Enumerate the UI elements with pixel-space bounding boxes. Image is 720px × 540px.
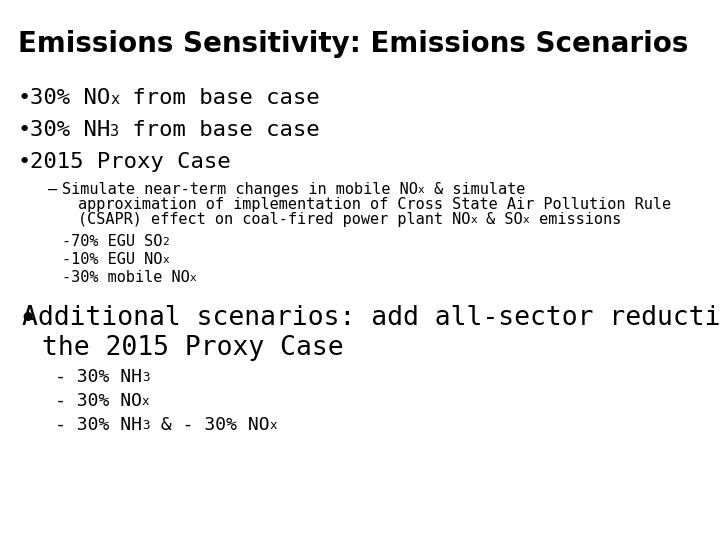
Text: x: x: [110, 92, 120, 107]
Text: 2: 2: [163, 237, 169, 247]
Text: emissions: emissions: [529, 212, 621, 227]
Text: x: x: [163, 255, 169, 265]
Text: x: x: [523, 215, 529, 225]
Text: - 30% NH: - 30% NH: [55, 416, 142, 434]
Text: & - 30% NO: & - 30% NO: [150, 416, 269, 434]
Text: •: •: [18, 120, 31, 140]
Text: - 30% NO: - 30% NO: [55, 392, 142, 410]
Text: the 2015 Proxy Case: the 2015 Proxy Case: [42, 335, 343, 361]
Text: Additional scenarios: add all-sector reductions to: Additional scenarios: add all-sector red…: [22, 305, 720, 331]
Text: 30% NO: 30% NO: [30, 88, 110, 108]
Text: & simulate: & simulate: [425, 182, 525, 197]
Text: •: •: [18, 152, 31, 172]
Text: & SO: & SO: [477, 212, 523, 227]
Text: •: •: [18, 88, 31, 108]
Text: •: •: [18, 305, 36, 334]
Text: 3: 3: [110, 124, 120, 139]
Text: 2015 Proxy Case: 2015 Proxy Case: [30, 152, 230, 172]
Text: –: –: [48, 182, 57, 197]
Text: x: x: [418, 185, 425, 195]
Text: -10% EGU NO: -10% EGU NO: [62, 252, 163, 267]
Text: Simulate near-term changes in mobile NO: Simulate near-term changes in mobile NO: [62, 182, 418, 197]
Text: 3: 3: [142, 419, 150, 432]
Text: from base case: from base case: [120, 120, 320, 140]
Text: -30% mobile NO: -30% mobile NO: [62, 270, 190, 285]
Text: 3: 3: [142, 371, 150, 384]
Text: x: x: [470, 215, 477, 225]
Text: (CSAPR) effect on coal-fired power plant NO: (CSAPR) effect on coal-fired power plant…: [78, 212, 470, 227]
Text: -70% EGU SO: -70% EGU SO: [62, 234, 163, 249]
Text: x: x: [269, 419, 276, 432]
Text: 30% NH: 30% NH: [30, 120, 110, 140]
Text: x: x: [142, 395, 150, 408]
Text: from base case: from base case: [120, 88, 320, 108]
Text: - 30% NH: - 30% NH: [55, 368, 142, 386]
Text: approximation of implementation of Cross State Air Pollution Rule: approximation of implementation of Cross…: [78, 197, 671, 212]
Text: Emissions Sensitivity: Emissions Scenarios: Emissions Sensitivity: Emissions Scenari…: [18, 30, 688, 58]
Text: x: x: [190, 273, 197, 283]
